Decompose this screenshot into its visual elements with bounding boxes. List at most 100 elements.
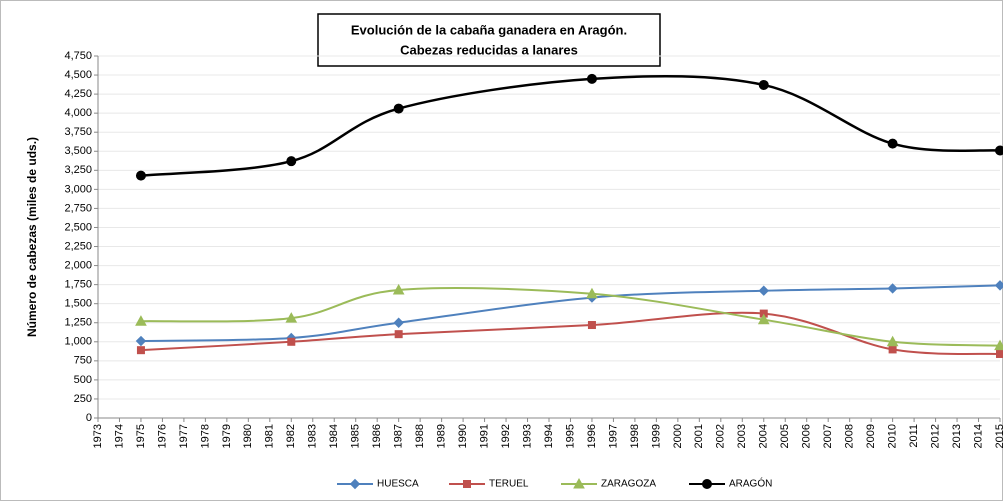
title-box [317,13,661,67]
marker [287,337,296,346]
y-tick-label: 4,250 [64,88,92,100]
marker [758,79,769,90]
x-tick-label: 1987 [393,424,405,448]
x-tick-label: 1994 [543,424,555,448]
marker [758,285,769,296]
x-tick-label: 2000 [672,424,684,448]
x-tick-label: 1999 [650,424,662,448]
marker [887,138,898,149]
y-tick-label: 1,250 [64,317,92,329]
marker [888,345,897,354]
marker [135,315,147,326]
x-tick-label: 2001 [693,424,705,448]
x-tick-label: 1978 [199,424,211,448]
legend-label: TERUEL [489,479,529,490]
marker [886,335,899,347]
x-tick-label: 2002 [715,424,727,448]
x-tick-label: 2015 [994,424,1003,448]
x-tick-label: 1986 [371,424,383,448]
y-axis-title: Número de cabezas (miles de uds.) [25,137,39,337]
marker [135,170,146,181]
x-tick-label: 1982 [285,424,297,448]
y-tick-label: 0 [86,412,92,424]
chart-subtitle: Cabezas reducidas a lanares [400,42,578,57]
y-tick-label: 2,750 [64,202,92,214]
x-tick-label: 1976 [156,424,168,448]
y-tick-label: 750 [74,355,92,367]
x-tick-label: 1990 [457,424,469,448]
y-tick-label: 2,500 [64,221,92,233]
y-tick-label: 2,000 [64,259,92,271]
marker [393,103,404,114]
y-tick-label: 250 [74,393,92,405]
x-tick-label: 2013 [951,424,963,448]
marker [135,335,147,347]
marker [136,346,145,355]
y-tick-label: 500 [74,374,92,386]
y-tick-label: 4,000 [64,107,92,119]
x-tick-label: 2007 [822,424,834,448]
x-tick-label: 1988 [414,424,426,448]
x-tick-label: 1981 [264,424,276,448]
marker [392,283,405,295]
legend-label: ZARAGOZA [601,479,656,490]
x-tick-label: 2009 [865,424,877,448]
x-tick-label: 2003 [736,424,748,448]
legend-label: HUESCA [377,479,419,490]
marker [286,156,297,167]
x-tick-label: 2004 [758,424,770,448]
marker [887,283,898,294]
y-tick-label: 1,500 [64,298,92,310]
x-tick-label: 1977 [178,424,190,448]
y-tick-label: 3,000 [64,183,92,195]
x-tick-label: 2011 [908,424,920,448]
marker [587,321,596,330]
x-tick-label: 1992 [500,424,512,448]
y-tick-label: 4,750 [64,50,92,62]
marker [349,478,361,490]
marker [463,480,471,488]
x-tick-label: 1975 [135,424,147,448]
x-tick-label: 1989 [436,424,448,448]
y-tick-label: 1,750 [64,279,92,291]
marker [393,317,404,328]
x-tick-label: 1980 [242,424,254,448]
x-tick-label: 1996 [586,424,598,448]
x-tick-label: 1991 [478,424,490,448]
y-tick-label: 3,250 [64,164,92,176]
marker [757,313,770,325]
x-tick-label: 2010 [887,424,899,448]
x-tick-label: 2012 [929,424,941,448]
legend-label: ARAGÓN [729,477,772,490]
marker [702,479,712,489]
x-tick-label: 2014 [972,424,984,448]
x-tick-label: 1984 [328,424,340,448]
marker [996,349,1003,358]
marker [586,73,597,84]
marker [994,280,1003,291]
y-tick-label: 2,250 [64,240,92,252]
x-tick-label: 1995 [564,424,576,448]
marker [586,287,598,299]
y-tick-label: 3,500 [64,145,92,157]
y-tick-label: 4,500 [64,69,92,81]
x-tick-label: 1979 [221,424,233,448]
x-tick-label: 1973 [92,424,104,448]
x-tick-label: 2008 [844,424,856,448]
x-tick-label: 2005 [779,424,791,448]
x-tick-label: 1974 [113,424,125,448]
x-tick-label: 2006 [801,424,813,448]
chart-title: Evolución de la cabaña ganadera en Aragó… [351,22,627,37]
y-tick-label: 3,750 [64,126,92,138]
marker [285,312,298,323]
marker [573,477,585,489]
marker [394,330,403,339]
x-tick-label: 1985 [350,424,362,448]
y-tick-label: 1,000 [64,336,92,348]
x-tick-label: 1997 [607,424,619,448]
x-tick-label: 1998 [629,424,641,448]
x-tick-label: 1993 [521,424,533,448]
x-tick-label: 1983 [307,424,319,448]
